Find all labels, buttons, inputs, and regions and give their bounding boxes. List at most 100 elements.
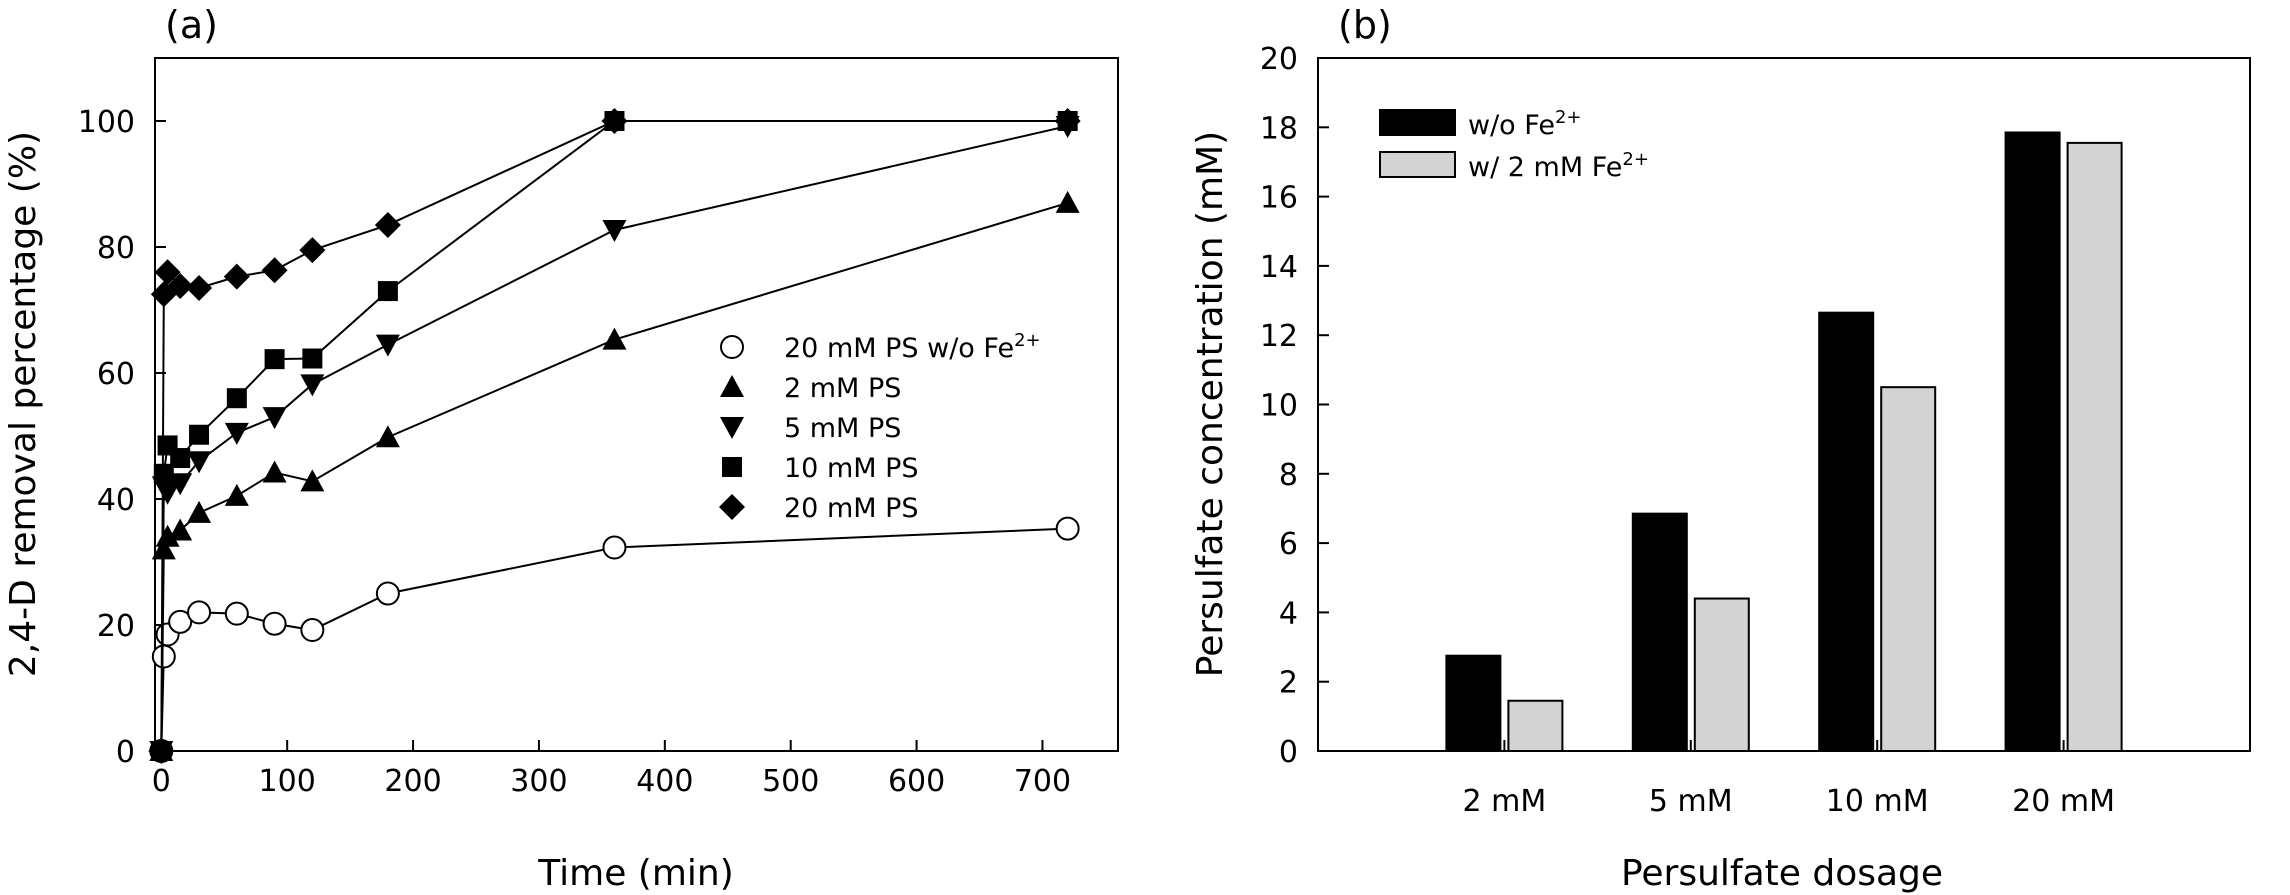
panel-a-data-point xyxy=(375,581,400,606)
panel-a-data-point xyxy=(168,609,193,634)
panel-b-y-tick-label: 6 xyxy=(1279,527,1298,562)
panel-b-y-tick-label: 8 xyxy=(1279,458,1298,493)
panel-a-legend-entry: 10 mM PS xyxy=(722,453,919,484)
panel-b-y-tick-label: 16 xyxy=(1260,181,1298,216)
panel-a-legend-entry: 5 mM PS xyxy=(720,413,901,444)
panel-a-data-point xyxy=(148,738,175,764)
panel-a-data-point xyxy=(262,611,287,636)
panel-b-y-tick-label: 2 xyxy=(1279,666,1298,701)
panel-b-y-axis-label: Persulfate concentration (mM) xyxy=(1190,131,1231,677)
panel-b-legend: w/o Fe2+w/ 2 mM Fe2+ xyxy=(1379,107,1649,183)
panel-a-series xyxy=(148,108,1081,764)
panel-a-legend-marker xyxy=(720,335,744,359)
panel-b-y-tick-label: 10 xyxy=(1260,389,1298,424)
panel-a-data-point xyxy=(154,259,181,286)
panel-a-x-tick-label: 100 xyxy=(259,764,316,799)
panel-a-data-point xyxy=(189,424,210,445)
panel-a-data-point xyxy=(1055,516,1080,541)
panel-a-series-2 xyxy=(149,116,1080,763)
panel-b-bar-0 xyxy=(2004,131,2061,752)
panel-b-legend-entry: w/ 2 mM Fe2+ xyxy=(1379,149,1649,183)
panel-a-data-point xyxy=(168,518,193,541)
panel-a-y-tick-label: 40 xyxy=(97,483,135,518)
panel-b-y-tick-label: 4 xyxy=(1279,596,1298,631)
panel-a-data-point xyxy=(223,263,250,290)
panel-a-legend-entry: 20 mM PS w/o Fe2+ xyxy=(720,330,1041,364)
panel-b-y-tick-label: 20 xyxy=(1260,42,1298,77)
panel-a-data-point xyxy=(375,425,400,448)
panel-b-x-axis-label: Persulfate dosage xyxy=(1621,853,1943,894)
panel-a-x-tick-label: 300 xyxy=(510,764,567,799)
panel-a-legend-marker xyxy=(720,375,744,397)
panel-b-y-tick-label: 14 xyxy=(1260,250,1298,285)
panel-a-data-point xyxy=(224,422,249,445)
panel-a-y-tick-label: 100 xyxy=(78,105,135,140)
panel-b-bar-1 xyxy=(1693,597,1750,752)
panel-a-x-tick-label: 600 xyxy=(888,764,945,799)
panel-a-x-tick-label: 200 xyxy=(384,764,441,799)
panel-a-data-point xyxy=(299,237,326,264)
panel-a-data-point xyxy=(226,388,247,409)
panel-b-legend-entry: w/o Fe2+ xyxy=(1379,107,1582,141)
panel-a-legend-label: 5 mM PS xyxy=(784,413,901,444)
panel-b-legend-label-superscript: 2+ xyxy=(1622,149,1649,170)
panel-a-data-point xyxy=(262,407,287,430)
panel-b-legend-label: w/o Fe2+ xyxy=(1468,107,1582,141)
panel-b-x-tick-label: 5 mM xyxy=(1649,784,1733,819)
panel-a-x-tick-label: 400 xyxy=(636,764,693,799)
panel-a-data-point xyxy=(155,482,180,505)
panel-a-legend-label-text: 20 mM PS xyxy=(784,493,919,524)
panel-b-bar-0 xyxy=(1631,512,1688,753)
panel-a-legend-label: 10 mM PS xyxy=(784,453,919,484)
panel-a-data-point xyxy=(262,460,287,483)
panel-a-data-point xyxy=(168,473,193,496)
panel-a-data-point xyxy=(167,273,194,300)
panel-a-data-point xyxy=(300,469,325,492)
panel-a-series-line xyxy=(160,120,1068,752)
panel-a-legend-marker xyxy=(722,457,742,477)
panel-b-bar-1 xyxy=(1880,386,1937,752)
panel-b-bar-0 xyxy=(1445,654,1502,753)
panel-a-data-point xyxy=(1055,190,1080,213)
panel-a-plot-frame xyxy=(154,57,1119,752)
panel-b-y-tick-label: 18 xyxy=(1260,111,1298,146)
panel-b-legend-label-superscript: 2+ xyxy=(1555,107,1582,128)
panel-a-y-tick-label: 20 xyxy=(97,609,135,644)
panel-a-legend-label-text: 5 mM PS xyxy=(784,413,901,444)
panel-a-y-tick-label: 60 xyxy=(97,357,135,392)
panel-a-legend-label: 2 mM PS xyxy=(784,373,901,404)
panel-a-data-point xyxy=(261,257,288,284)
panel-a-x-tick-label: 0 xyxy=(152,764,171,799)
panel-a-data-point xyxy=(186,274,213,301)
panel-a-legend-entry: 20 mM PS xyxy=(719,493,919,524)
panel-a-data-point xyxy=(375,334,400,357)
panel-b-legend-label: w/ 2 mM Fe2+ xyxy=(1468,149,1649,183)
panel-a-series-line xyxy=(160,120,1068,752)
panel-a-data-point xyxy=(377,281,398,302)
panel-b-x-tick-label: 2 mM xyxy=(1463,784,1547,819)
panel-b-legend-label-text: w/ 2 mM Fe xyxy=(1468,152,1622,183)
panel-b-x-tick-label: 20 mM xyxy=(2012,784,2115,819)
panel-a-data-point xyxy=(302,348,323,369)
panel-a-data-point xyxy=(170,448,191,469)
panel-a-series-1 xyxy=(149,190,1080,761)
panel-a-legend-marker xyxy=(719,494,745,520)
panel-a-data-point xyxy=(224,601,249,626)
panel-a-legend: 20 mM PS w/o Fe2+ 2 mM PS 5 mM PS 10 mM PS 2… xyxy=(719,330,1041,524)
panel-b-bar-1 xyxy=(2066,141,2123,752)
panel-a-ticks: 0 100 200 300 400 500 600 700 0 20 40 60 80 100 xyxy=(78,105,1071,799)
panel-a-x-axis-label: Time (min) xyxy=(537,853,734,894)
panel-a-series-4 xyxy=(148,108,1081,764)
panel-b-bar-0 xyxy=(1818,311,1875,752)
panel-b-legend-label-text: w/o Fe xyxy=(1468,110,1555,141)
panel-a-data-point xyxy=(264,349,285,370)
panel-a-data-point xyxy=(374,211,401,238)
panel-b-bars xyxy=(1445,131,2123,753)
panel-a-series-0 xyxy=(149,516,1080,763)
panel-a-data-point xyxy=(1054,108,1081,134)
panel-a-data-point xyxy=(224,483,249,506)
panel-b-bar-chart: (b) Persulfate concentration (mM) Persul… xyxy=(1190,3,2251,894)
panel-b-y-tick-label: 0 xyxy=(1279,735,1298,770)
panel-a-data-point xyxy=(602,535,627,560)
